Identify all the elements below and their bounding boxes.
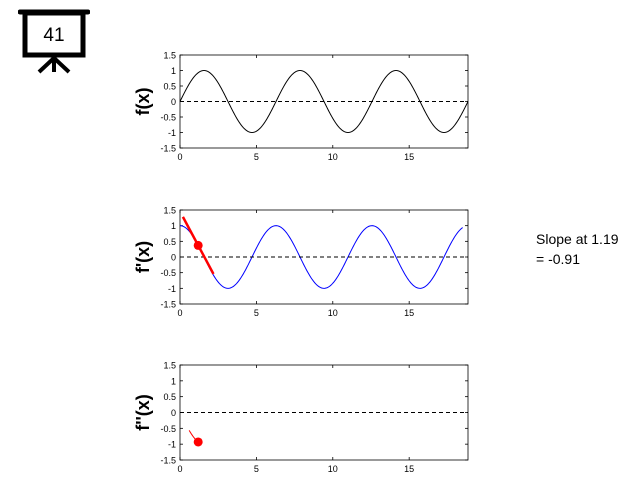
- y-tick-label: -1: [168, 284, 176, 294]
- x-tick-label: 5: [254, 152, 259, 162]
- y-tick-label: 0: [171, 253, 176, 263]
- x-tick-label: 10: [328, 152, 338, 162]
- y-tick-label: 1: [171, 66, 176, 76]
- y-axis-label: f'(x): [133, 241, 153, 273]
- x-tick-label: 0: [177, 152, 182, 162]
- y-tick-label: 1.5: [163, 361, 176, 371]
- plot-panel-2: -1.5 -1 -0.5 0 0.5 1 1.5 0 5 10 15 f'(x): [133, 206, 469, 318]
- y-tick-label: -0.5: [160, 113, 176, 123]
- current-point: [193, 437, 203, 447]
- function-curve: [179, 225, 463, 289]
- slope-annotation: Slope at 1.19 = -0.91: [536, 229, 619, 269]
- x-tick-label: 15: [404, 308, 414, 318]
- x-tick-label: 10: [328, 464, 338, 474]
- x-tick-label: 5: [254, 464, 259, 474]
- current-point: [193, 240, 203, 250]
- y-tick-label: 0.5: [163, 392, 176, 402]
- y-tick-label: 0.5: [163, 237, 176, 247]
- y-tick-label: -0.5: [160, 424, 176, 434]
- y-tick-label: 1: [171, 221, 176, 231]
- y-tick-label: 1.5: [163, 51, 176, 61]
- y-tick-label: 0: [171, 408, 176, 418]
- y-tick-label: -1.5: [160, 300, 176, 310]
- x-tick-label: 5: [254, 308, 259, 318]
- y-axis-label: f''(x): [133, 394, 153, 431]
- x-tick-label: 0: [177, 308, 182, 318]
- slope-annotation-line2: = -0.91: [536, 251, 580, 267]
- slope-annotation-line1: Slope at 1.19: [536, 231, 619, 247]
- presentation-board-icon: 41: [18, 9, 90, 74]
- x-tick-label: 0: [177, 464, 182, 474]
- plot-panel-3: -1.5 -1 -0.5 0 0.5 1 1.5 0 5 10 15 f''(x): [133, 361, 469, 474]
- x-tick-label: 10: [328, 308, 338, 318]
- y-axis-label: f(x): [133, 88, 153, 116]
- y-tick-label: -1.5: [160, 144, 176, 154]
- y-tick-label: 0: [171, 97, 176, 107]
- y-tick-label: 0.5: [163, 82, 176, 92]
- x-tick-label: 15: [404, 464, 414, 474]
- y-tick-label: -1: [168, 440, 176, 450]
- y-tick-label: -1.5: [160, 456, 176, 466]
- x-tick-label: 15: [404, 152, 414, 162]
- y-tick-label: -1: [168, 128, 176, 138]
- badge-number: 41: [43, 25, 64, 46]
- plot-panel-1: -1.5 -1 -0.5 0 0.5 1 1.5 0 5 10 15 f(x): [133, 51, 469, 162]
- y-tick-label: 1.5: [163, 206, 176, 216]
- y-tick-label: -0.5: [160, 268, 176, 278]
- y-tick-label: 1: [171, 376, 176, 386]
